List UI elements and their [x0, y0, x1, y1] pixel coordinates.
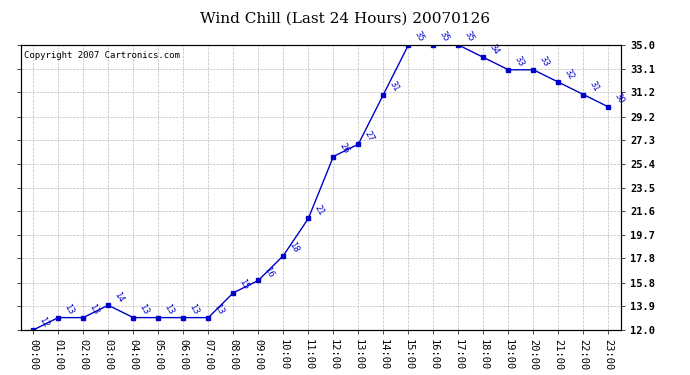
Text: 21: 21	[313, 204, 326, 217]
Text: 14: 14	[112, 290, 126, 304]
Text: 33: 33	[513, 55, 526, 68]
Text: 13: 13	[162, 303, 175, 316]
Text: 30: 30	[613, 92, 626, 106]
Text: 35: 35	[437, 30, 451, 44]
Text: 12: 12	[37, 315, 50, 328]
Text: 34: 34	[488, 42, 501, 56]
Text: 35: 35	[413, 30, 426, 44]
Text: 13: 13	[188, 303, 201, 316]
Text: 13: 13	[62, 303, 75, 316]
Text: 16: 16	[262, 266, 275, 279]
Text: 26: 26	[337, 141, 351, 155]
Text: Wind Chill (Last 24 Hours) 20070126: Wind Chill (Last 24 Hours) 20070126	[200, 11, 490, 25]
Text: 32: 32	[562, 67, 575, 81]
Text: 27: 27	[362, 129, 375, 143]
Text: 35: 35	[462, 30, 475, 44]
Text: 15: 15	[237, 278, 250, 291]
Text: 13: 13	[213, 303, 226, 316]
Text: Copyright 2007 Cartronics.com: Copyright 2007 Cartronics.com	[23, 51, 179, 60]
Text: 31: 31	[388, 80, 401, 93]
Text: 18: 18	[288, 240, 301, 254]
Text: 13: 13	[137, 303, 150, 316]
Text: 33: 33	[538, 55, 551, 68]
Text: 31: 31	[588, 80, 601, 93]
Text: 13: 13	[88, 303, 101, 316]
